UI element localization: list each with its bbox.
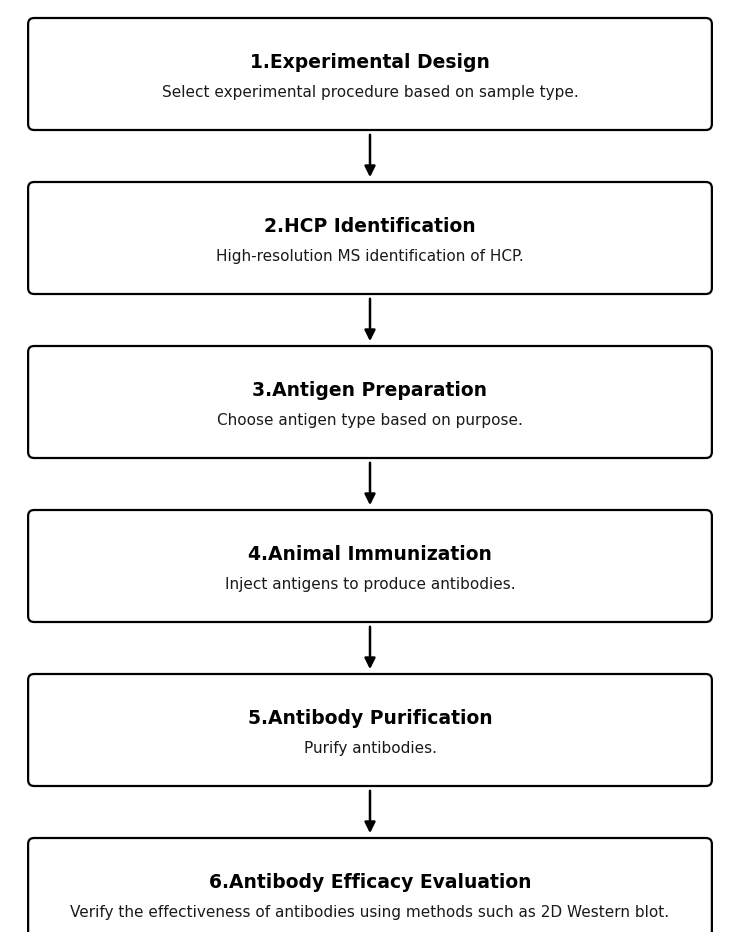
- FancyBboxPatch shape: [28, 510, 712, 622]
- FancyBboxPatch shape: [28, 346, 712, 458]
- Text: Purify antibodies.: Purify antibodies.: [303, 741, 437, 756]
- Text: Choose antigen type based on purpose.: Choose antigen type based on purpose.: [217, 413, 523, 428]
- Text: 6.Antibody Efficacy Evaluation: 6.Antibody Efficacy Evaluation: [209, 872, 531, 892]
- Text: 1.Experimental Design: 1.Experimental Design: [250, 52, 490, 72]
- Text: Verify the effectiveness of antibodies using methods such as 2D Western blot.: Verify the effectiveness of antibodies u…: [70, 904, 670, 920]
- Text: 2.HCP Identification: 2.HCP Identification: [264, 216, 476, 236]
- Text: 4.Animal Immunization: 4.Animal Immunization: [248, 544, 492, 564]
- Text: 5.Antibody Purification: 5.Antibody Purification: [248, 708, 492, 728]
- FancyBboxPatch shape: [28, 182, 712, 294]
- Text: Select experimental procedure based on sample type.: Select experimental procedure based on s…: [161, 85, 579, 100]
- FancyBboxPatch shape: [28, 18, 712, 130]
- Text: 3.Antigen Preparation: 3.Antigen Preparation: [252, 380, 488, 400]
- FancyBboxPatch shape: [28, 674, 712, 786]
- FancyBboxPatch shape: [28, 838, 712, 932]
- Text: Inject antigens to produce antibodies.: Inject antigens to produce antibodies.: [225, 577, 515, 592]
- Text: High-resolution MS identification of HCP.: High-resolution MS identification of HCP…: [216, 249, 524, 264]
